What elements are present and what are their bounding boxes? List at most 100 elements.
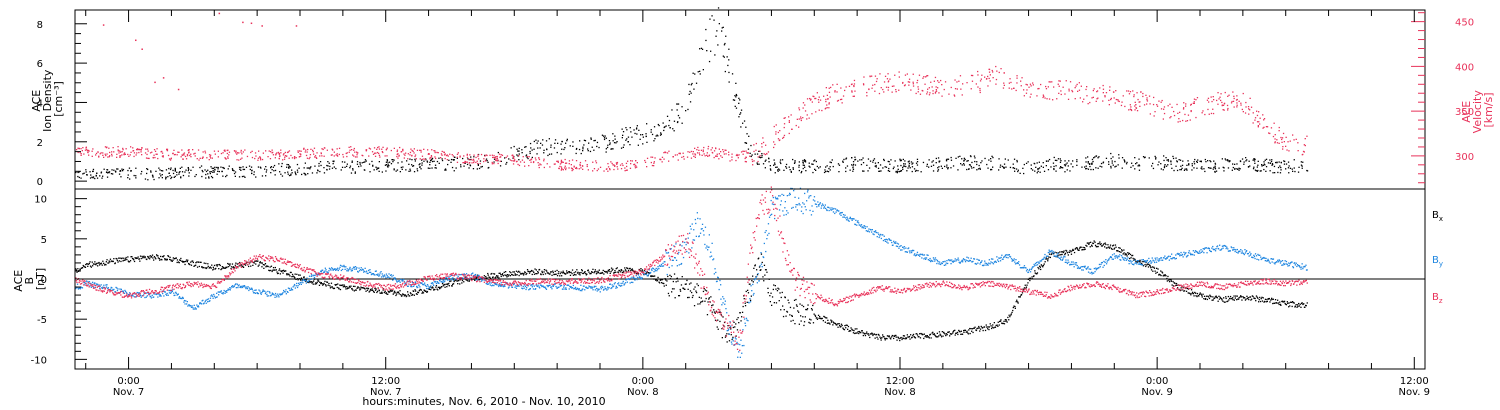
data-point	[1036, 272, 1039, 274]
data-point	[651, 275, 654, 277]
data-point	[1048, 98, 1051, 100]
data-point	[1245, 101, 1247, 104]
data-point	[429, 156, 431, 159]
data-point	[437, 286, 439, 288]
data-point	[188, 168, 190, 170]
data-point	[758, 156, 761, 158]
data-point	[117, 261, 119, 263]
data-point	[92, 263, 95, 265]
data-point	[354, 172, 356, 174]
data-point	[777, 170, 779, 172]
data-point	[1097, 97, 1099, 99]
data-point	[227, 157, 229, 159]
data-point	[263, 290, 265, 292]
data-point	[135, 177, 137, 179]
data-point	[1216, 99, 1218, 102]
data-point	[872, 334, 874, 337]
data-point	[1015, 89, 1017, 92]
data-point	[390, 290, 392, 292]
data-point	[153, 256, 156, 258]
data-point	[540, 142, 542, 144]
data-point	[318, 165, 320, 167]
data-point	[607, 144, 609, 146]
data-point	[233, 267, 236, 269]
data-point	[912, 73, 914, 75]
data-point	[1297, 305, 1299, 308]
data-point	[735, 107, 738, 109]
data-point	[661, 279, 663, 281]
data-point	[706, 152, 708, 154]
data-point	[150, 170, 152, 172]
data-point	[327, 165, 329, 167]
data-point	[296, 169, 299, 171]
data-point	[193, 304, 195, 306]
data-point	[1002, 87, 1005, 89]
data-point	[1176, 161, 1178, 163]
data-point	[240, 149, 242, 152]
data-point	[722, 151, 725, 153]
data-point	[788, 116, 790, 118]
data-point	[842, 327, 844, 329]
series-velocity-scatter	[102, 12, 298, 91]
data-point	[150, 295, 152, 298]
data-point	[742, 150, 744, 152]
data-point	[767, 287, 769, 289]
data-point	[979, 91, 981, 94]
data-point	[950, 156, 952, 159]
data-point	[342, 284, 344, 286]
data-point	[587, 148, 589, 150]
data-point	[802, 167, 804, 170]
data-point	[1175, 165, 1177, 167]
data-point	[1210, 161, 1212, 163]
data-point	[252, 292, 255, 294]
data-point	[1247, 297, 1249, 299]
data-point	[357, 152, 359, 154]
data-point	[441, 150, 443, 153]
data-point	[883, 81, 886, 83]
data-point	[991, 69, 993, 72]
data-point	[611, 269, 613, 271]
data-point	[803, 321, 806, 323]
data-point	[806, 308, 809, 310]
data-point	[234, 284, 236, 286]
data-point	[1181, 289, 1183, 291]
data-point	[233, 150, 236, 152]
data-point	[476, 276, 478, 278]
data-point	[169, 256, 171, 258]
data-point	[952, 332, 954, 334]
data-point	[1099, 87, 1101, 89]
data-point	[159, 294, 161, 296]
data-point	[947, 331, 949, 333]
data-point	[695, 82, 698, 84]
data-point	[646, 166, 648, 168]
data-point	[1194, 291, 1196, 294]
data-point	[541, 270, 543, 272]
data-point	[530, 161, 532, 163]
data-point	[593, 168, 596, 170]
data-point	[593, 271, 596, 273]
data-point	[1245, 157, 1247, 159]
data-point	[892, 167, 894, 170]
data-point	[329, 165, 331, 168]
data-point	[1171, 167, 1173, 169]
data-point	[886, 338, 888, 340]
data-point	[575, 152, 577, 155]
data-point	[1289, 305, 1291, 307]
data-point	[78, 287, 80, 289]
data-point	[523, 273, 525, 275]
data-point	[607, 269, 609, 271]
data-point	[764, 269, 767, 271]
data-point	[1207, 108, 1209, 111]
data-point	[176, 261, 178, 264]
data-point	[730, 328, 732, 330]
data-point	[1188, 163, 1190, 165]
data-point	[341, 284, 343, 286]
data-point	[1028, 277, 1030, 280]
data-point	[995, 65, 997, 68]
data-point	[1272, 163, 1274, 166]
data-point	[1126, 90, 1128, 92]
data-point	[1233, 97, 1235, 100]
data-point	[1146, 100, 1149, 102]
data-point	[1068, 88, 1070, 90]
data-point	[909, 167, 911, 169]
